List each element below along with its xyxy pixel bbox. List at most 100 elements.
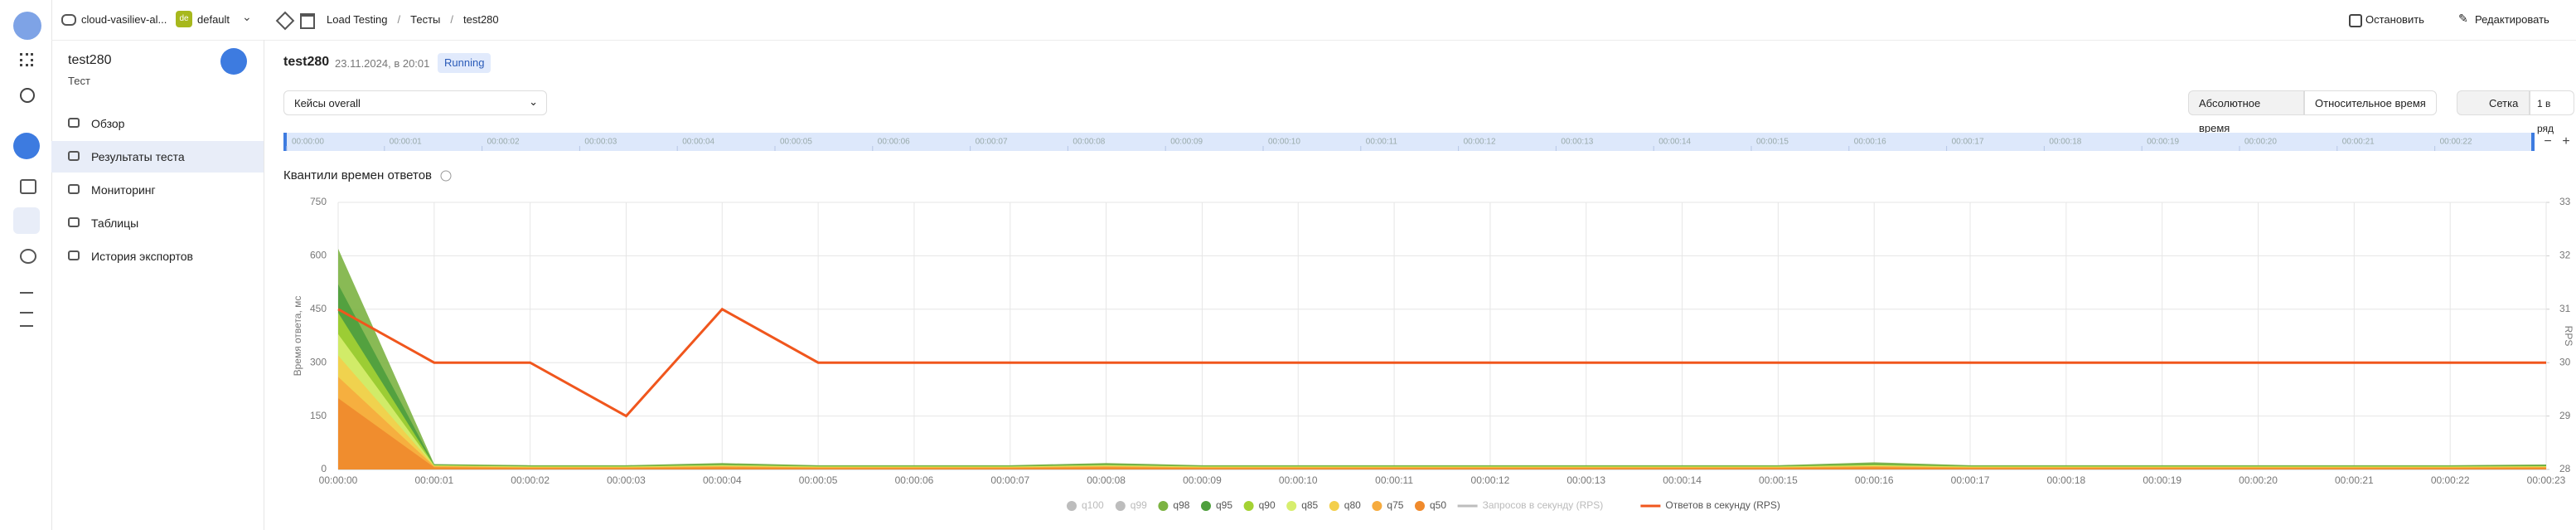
menu-item[interactable]: История экспортов (51, 241, 264, 272)
folder-badge: de (176, 11, 192, 27)
apps-icon[interactable] (20, 53, 33, 66)
timeline-label: 00:00:06 (878, 138, 910, 147)
breadcrumb[interactable]: test280 (463, 13, 499, 26)
project[interactable]: cloud-vasiliev-al... (81, 13, 167, 26)
nav-icon[interactable] (20, 282, 33, 294)
timeline-label: 00:00:17 (1952, 138, 1984, 147)
x-tick-label: 00:00:03 (607, 474, 646, 486)
legend-label[interactable]: q75 (1387, 499, 1403, 511)
help-icon[interactable] (440, 170, 452, 182)
legend-swatch (1243, 501, 1254, 511)
menu-icon (68, 184, 80, 194)
row-button[interactable]: 1 в ряд (2530, 90, 2574, 134)
timeline-label: 00:00:12 (1464, 138, 1496, 147)
y-tick-label: 450 (310, 303, 327, 314)
timeline-handle[interactable] (283, 133, 287, 151)
x-tick-label: 00:00:02 (511, 474, 550, 486)
x-tick-label: 00:00:01 (414, 474, 453, 486)
area (338, 398, 2546, 469)
stop-button[interactable]: Остановить (2365, 13, 2424, 26)
legend-label[interactable]: q80 (1344, 499, 1361, 511)
area (338, 333, 2546, 469)
separator: / (450, 13, 453, 26)
breadcrumbs: Load Testing / Тесты / test280 (327, 13, 499, 26)
breadcrumb[interactable]: Load Testing (327, 13, 388, 26)
x-tick-label: 00:00:07 (990, 474, 1029, 486)
legend-swatch (1201, 501, 1211, 511)
y-tick-label: 600 (310, 250, 327, 261)
timeline-handle[interactable] (2531, 133, 2535, 151)
relative-time[interactable]: Относительное время (2304, 90, 2437, 115)
menu-item[interactable]: Обзор (51, 108, 264, 139)
menu-item[interactable]: Мониторинг (51, 174, 264, 206)
menu-item[interactable]: Таблицы (51, 207, 264, 239)
legend-swatch (1415, 501, 1425, 511)
legend-label[interactable]: Ответов в секунду (RPS) (1665, 499, 1779, 511)
timeline-label: 00:00:11 (1366, 138, 1398, 147)
timeline-label: 00:00:21 (2342, 138, 2375, 147)
x-tick-label: 00:00:08 (1087, 474, 1126, 486)
legend-label[interactable]: q90 (1259, 499, 1276, 511)
legend-label[interactable]: q98 (1173, 499, 1189, 511)
breadcrumb[interactable]: Тесты (410, 13, 441, 26)
timeline[interactable] (283, 133, 2535, 151)
edit-button[interactable]: Редактировать (2475, 13, 2549, 26)
menu-icon (68, 217, 80, 227)
zoom-in[interactable]: + (2562, 134, 2569, 148)
folder[interactable]: default (197, 13, 230, 26)
stop-icon (2349, 14, 2362, 27)
legend-label[interactable]: Запросов в секунду (RPS) (1483, 499, 1604, 511)
y-tick-label: 0 (321, 463, 327, 474)
timeline-label: 00:00:14 (1658, 138, 1691, 147)
x-tick-label: 00:00:00 (319, 474, 358, 486)
logo[interactable] (13, 12, 41, 40)
menu-label: Мониторинг (91, 183, 156, 197)
timeline-label: 00:00:07 (976, 138, 1008, 147)
legend-label[interactable]: q100 (1082, 499, 1104, 511)
legend-label[interactable]: q99 (1131, 499, 1147, 511)
y-axis-label: Время ответа, мс (292, 296, 303, 377)
timeline-label: 00:00:18 (2049, 138, 2081, 147)
timeline-label: 00:00:13 (1561, 138, 1593, 147)
y-tick-label: 300 (310, 356, 327, 367)
x-tick-label: 00:00:16 (1855, 474, 1894, 486)
timeline-label: 00:00:20 (2244, 138, 2277, 147)
cases-select[interactable]: Кейсы overall ⌄ (283, 90, 547, 115)
legend-swatch (1115, 501, 1126, 511)
nav-icon-selected[interactable] (13, 207, 40, 234)
legend-swatch (1329, 501, 1339, 511)
zoom-out[interactable]: − (2544, 134, 2551, 148)
chevron[interactable]: ⌄ (242, 10, 252, 23)
status-badge: Running (438, 53, 491, 73)
x-tick-label: 00:00:18 (2047, 474, 2086, 486)
home-icon[interactable] (300, 13, 315, 29)
absolute-time[interactable]: Абсолютное время (2188, 90, 2304, 134)
menu-icon (68, 250, 80, 260)
sidebar: test280 Тест Обзор Результаты теста Монито… (51, 40, 264, 530)
area (338, 377, 2546, 469)
x-tick-label: 00:00:13 (1566, 474, 1605, 486)
timeline-label: 00:00:15 (1756, 138, 1789, 147)
legend-label[interactable]: q85 (1301, 499, 1318, 511)
legend-label[interactable]: q95 (1216, 499, 1232, 511)
nav-icon[interactable] (20, 249, 36, 264)
nav-icon[interactable] (20, 312, 33, 327)
nav-icon[interactable] (20, 179, 36, 194)
legend-label[interactable]: q50 (1430, 499, 1446, 511)
cases-value: overall (328, 97, 361, 109)
service-icon[interactable] (13, 133, 40, 159)
grid-button[interactable]: Сетка (2457, 90, 2530, 115)
x-tick-label: 00:00:21 (2335, 474, 2374, 486)
legend-swatch (1372, 501, 1382, 511)
x-tick-label: 00:00:12 (1471, 474, 1510, 486)
legend-swatch (1067, 501, 1077, 511)
area (338, 313, 2546, 469)
menu-icon (68, 118, 80, 128)
menu-item[interactable]: Результаты теста (51, 141, 264, 173)
cloud-icon (61, 14, 76, 26)
x-tick-label: 00:00:19 (2143, 474, 2181, 486)
search-icon[interactable] (20, 88, 35, 103)
x-tick-label: 00:00:17 (1951, 474, 1990, 486)
timeline-label: 00:00:01 (390, 138, 422, 147)
